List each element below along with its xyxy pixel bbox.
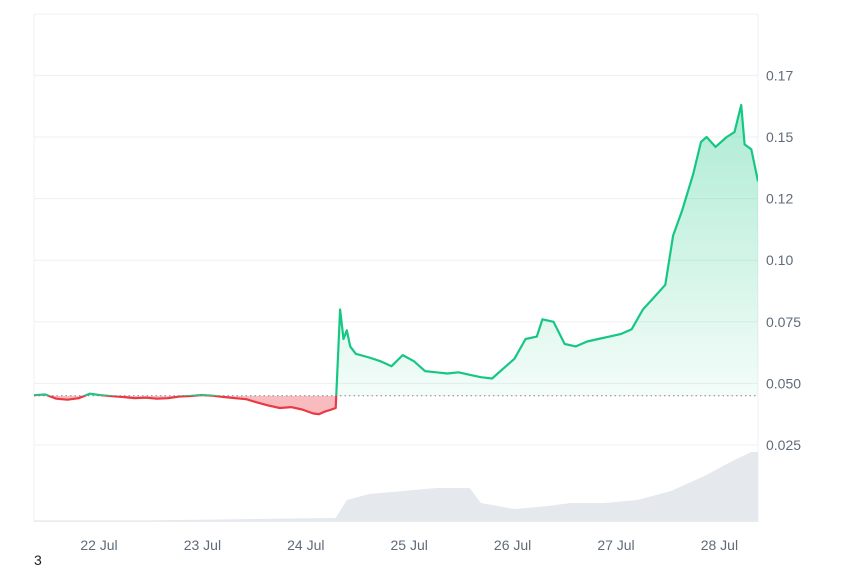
x-axis-ticks: 22 Jul 23 Jul 24 Jul 25 Jul 26 Jul 27 Jul 28 J…: [80, 537, 738, 553]
price-line-down: [34, 395, 338, 416]
y-tick-label: 0.050: [766, 375, 801, 391]
price-fill: [34, 105, 758, 415]
price-fill-up: [34, 105, 758, 396]
y-tick-label: 0.075: [766, 314, 801, 330]
corner-label: 3: [34, 552, 42, 568]
y-axis-ticks: 0.025 0.050 0.075 0.10 0.12 0.15 0.17: [766, 67, 801, 453]
x-tick-label: 22 Jul: [80, 537, 117, 553]
x-tick-label: 23 Jul: [184, 537, 221, 553]
x-tick-label: 26 Jul: [494, 537, 531, 553]
price-line-up: [34, 103, 758, 396]
volume-area: [34, 452, 758, 521]
price-fill-down: [48, 395, 337, 415]
x-tick-label: 27 Jul: [597, 537, 634, 553]
volume-area-path: [34, 452, 758, 521]
y-tick-label: 0.025: [766, 437, 801, 453]
y-tick-label: 0.15: [766, 129, 793, 145]
price-line: [34, 103, 758, 416]
x-tick-label: 24 Jul: [287, 537, 324, 553]
x-tick-label: 28 Jul: [701, 537, 738, 553]
y-tick-label: 0.12: [766, 191, 793, 207]
y-tick-label: 0.10: [766, 252, 793, 268]
x-tick-label: 25 Jul: [391, 537, 428, 553]
grid-lines: [33, 13, 759, 522]
y-tick-label: 0.17: [766, 67, 793, 83]
